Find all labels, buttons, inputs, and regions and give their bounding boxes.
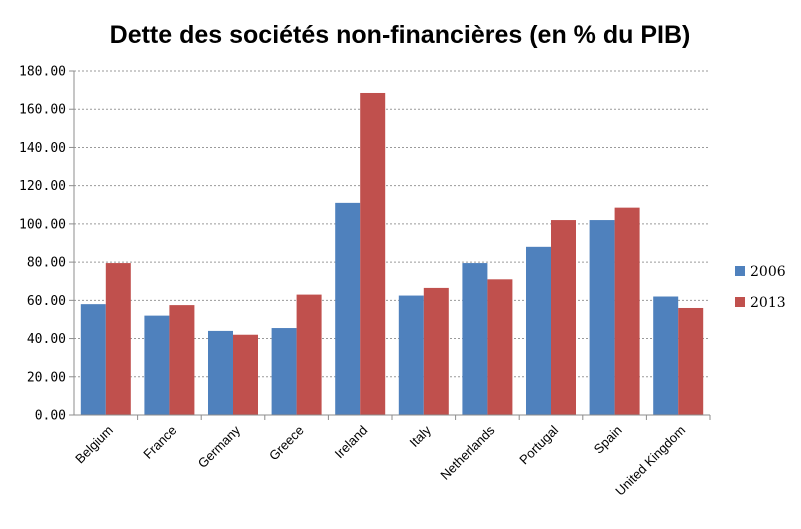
bar-2013-belgium	[105, 263, 131, 415]
legend-label-2013: 2013	[750, 295, 786, 311]
x-tick-label: Belgium	[72, 423, 116, 467]
bar-2006-germany	[208, 330, 233, 415]
bar-2006-greece	[271, 328, 297, 415]
y-tick-label: 160.00	[19, 103, 66, 118]
y-tick-label: 120.00	[19, 179, 66, 194]
bar-2013-portugal	[551, 220, 576, 415]
legend: 2006 2013	[735, 264, 786, 311]
y-tick-label: 20.00	[27, 370, 66, 385]
chart-title: Dette des sociétés non-financières (en %…	[110, 21, 691, 49]
y-tick-label: 40.00	[27, 332, 66, 347]
x-tick-label: Spain	[591, 423, 625, 457]
bar-2013-united-kingdom	[678, 307, 704, 415]
bar-2013-ireland	[360, 92, 386, 415]
bar-2013-netherlands	[487, 279, 513, 415]
bar-2006-united-kingdom	[653, 296, 679, 415]
legend-swatch-2013	[735, 297, 745, 307]
bar-2006-france	[144, 315, 170, 415]
bar-2006-belgium	[80, 304, 106, 415]
bar-2006-netherlands	[462, 263, 488, 415]
bar-2006-spain	[589, 220, 615, 415]
y-tick-label: 60.00	[27, 294, 66, 309]
bars-layer	[80, 92, 704, 415]
x-tick-label: Portugal	[516, 422, 561, 467]
x-tick-label: France	[140, 423, 179, 462]
x-tick-label: Ireland	[332, 423, 371, 462]
x-tick-label: Netherlands	[437, 422, 498, 483]
bar-2013-france	[169, 305, 195, 415]
x-tick-label: Italy	[406, 422, 434, 450]
bar-2006-italy	[398, 295, 424, 415]
x-tick-labels: Belgium France Germany Greece Ireland Italy Ne…	[72, 422, 688, 498]
y-tick-labels: 0.00 20.00 40.00 60.00 80.00 100.00 120.00 140.…	[19, 65, 66, 424]
bar-2006-ireland	[335, 202, 361, 415]
y-tick-label: 180.00	[19, 65, 66, 80]
x-tick-label: Greece	[266, 423, 307, 464]
legend-swatch-2006	[735, 266, 745, 276]
y-tick-label: 0.00	[35, 409, 66, 424]
bar-2013-germany	[233, 334, 258, 415]
bar-2013-italy	[423, 287, 449, 415]
y-tick-label: 100.00	[19, 217, 66, 232]
x-tick-label: Germany	[195, 422, 244, 471]
y-tick-label: 140.00	[19, 141, 66, 156]
bar-2013-spain	[614, 207, 640, 415]
axis-layer	[69, 70, 711, 420]
legend-label-2006: 2006	[750, 264, 786, 280]
bar-2013-greece	[296, 294, 322, 415]
bar-2006-portugal	[526, 246, 551, 415]
y-tick-label: 80.00	[27, 256, 66, 271]
